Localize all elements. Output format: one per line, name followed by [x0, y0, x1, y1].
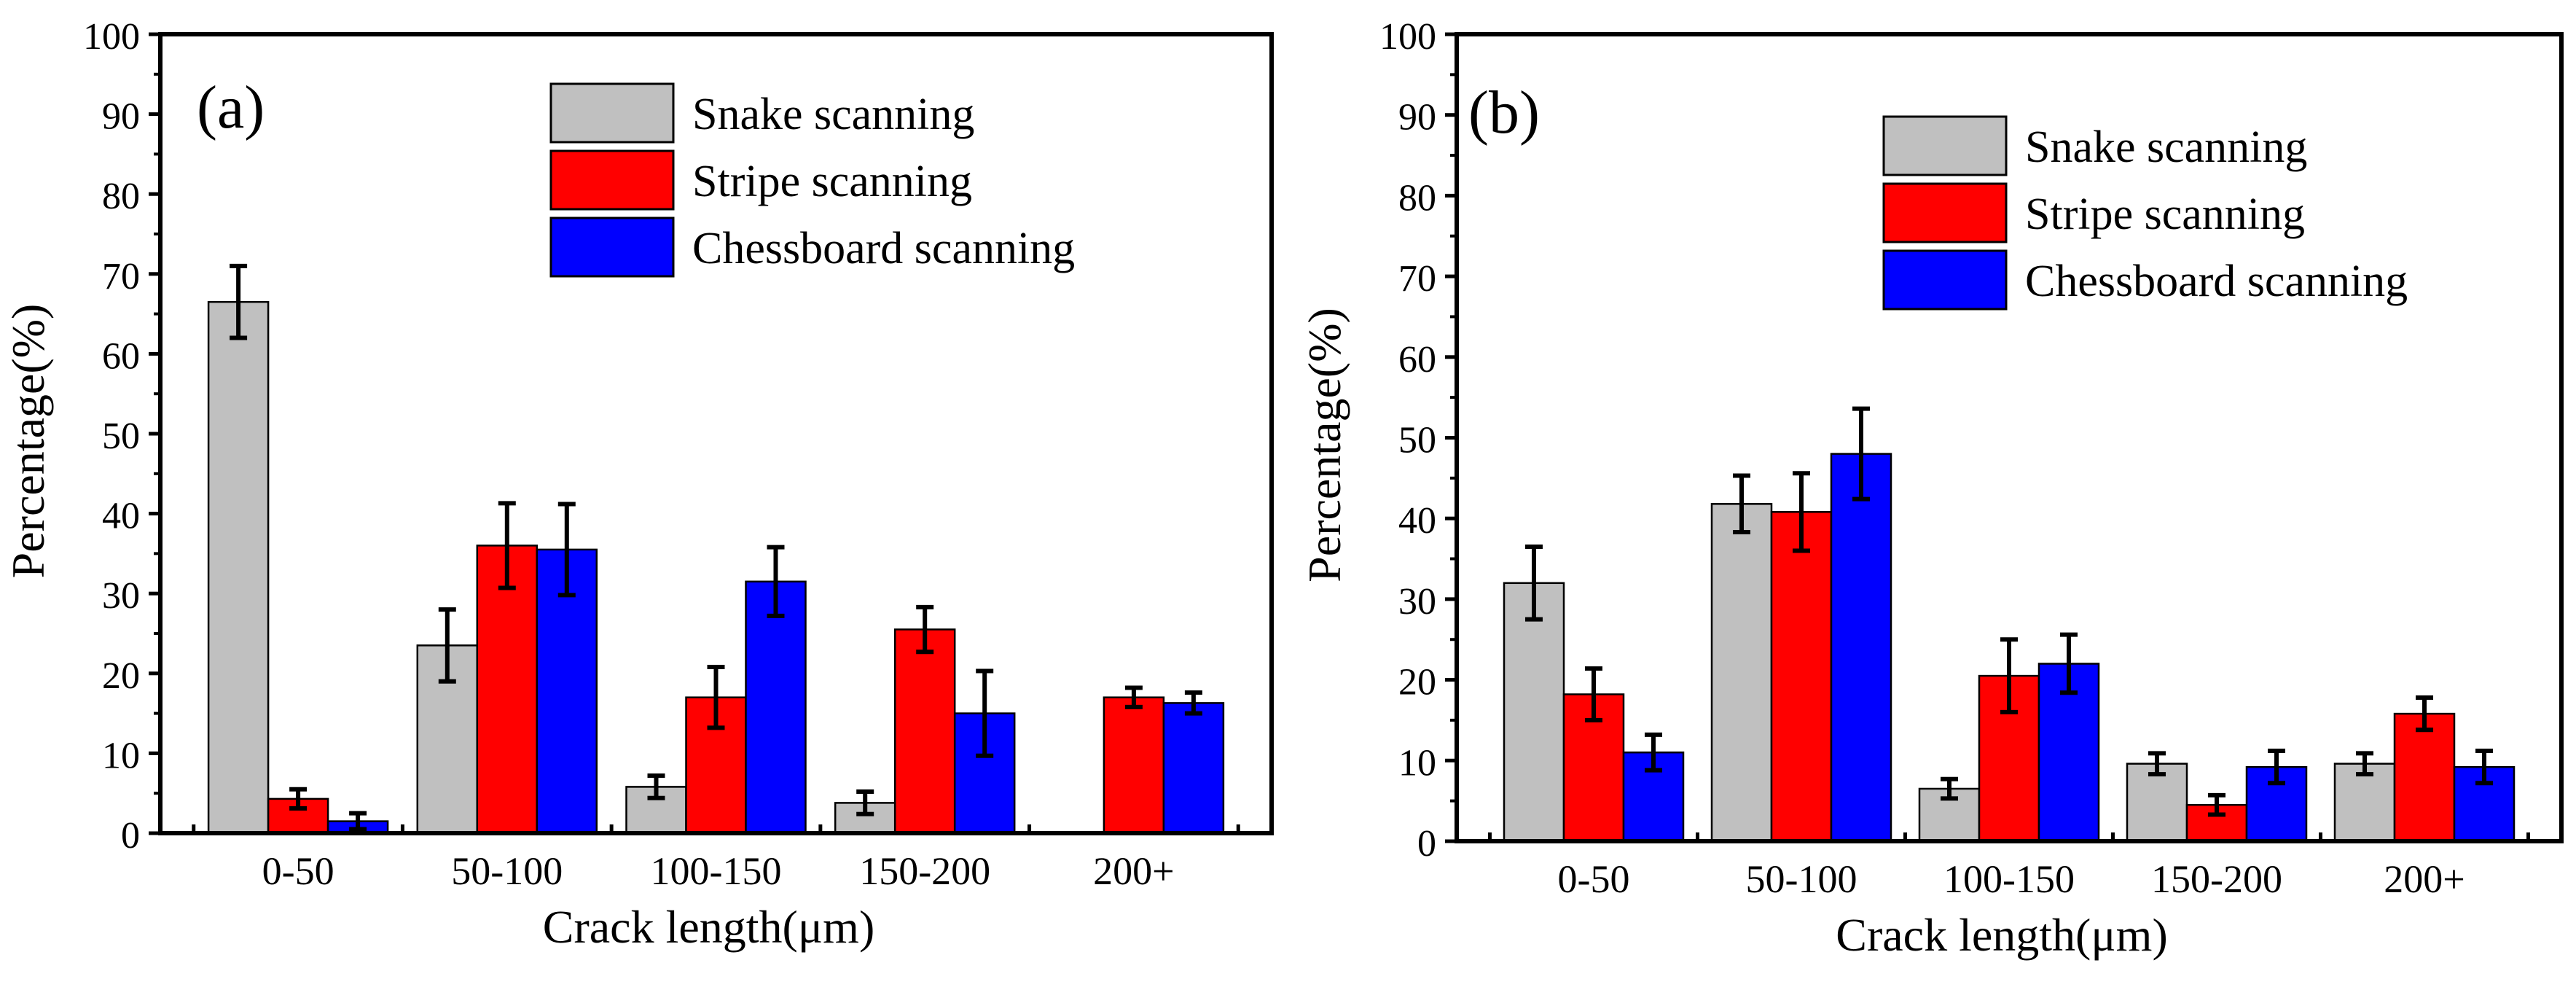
panel-label: (b)	[1468, 79, 1540, 147]
legend-swatch	[549, 149, 675, 211]
x-axis-title: Crack length(μm)	[543, 901, 875, 953]
y-tick-label: 10	[102, 735, 140, 776]
bar	[2393, 712, 2456, 843]
bar	[953, 712, 1016, 835]
bar	[1103, 696, 1165, 835]
y-tick-label: 80	[102, 176, 140, 217]
bar	[1978, 674, 2040, 843]
x-tick-label: 0-50	[1557, 857, 1629, 901]
legend-swatch	[1882, 182, 2008, 243]
legend-swatch	[549, 82, 675, 144]
y-tick-label: 10	[1398, 742, 1436, 784]
legend-label: Stripe scanning	[692, 157, 972, 206]
y-tick-label: 40	[1398, 500, 1436, 542]
bar	[207, 300, 270, 835]
legend-label: Snake scanning	[692, 90, 974, 139]
legend-swatch	[1882, 249, 2008, 311]
bar	[1162, 702, 1225, 835]
y-axis-title: Percentage(%)	[2, 304, 54, 579]
y-tick-label: 100	[83, 16, 140, 58]
bar	[745, 580, 807, 835]
y-tick-label: 0	[121, 815, 140, 857]
x-axis-title: Crack length(μm)	[1836, 909, 2168, 961]
legend-label: Stripe scanning	[2025, 190, 2305, 239]
y-tick-label: 0	[1417, 823, 1436, 865]
y-tick-label: 90	[1398, 97, 1436, 139]
y-tick-label: 50	[102, 416, 140, 457]
x-tick-label: 200+	[2384, 857, 2465, 901]
x-tick-label: 100-150	[1943, 857, 2075, 901]
y-tick-label: 20	[1398, 662, 1436, 703]
y-tick-label: 100	[1379, 16, 1436, 58]
y-tick-label: 70	[1398, 258, 1436, 300]
legend-label: Snake scanning	[2025, 122, 2307, 172]
bar	[893, 628, 956, 835]
bar	[1830, 453, 1892, 843]
legend-label: Chessboard scanning	[2025, 257, 2408, 306]
bar	[1770, 511, 1833, 843]
y-axis-title: Percentage(%)	[1299, 308, 1350, 582]
chart-panel-b: 0 10 20 30 40 50 60 70 80 90 100 0-50 50-100 100-150 1…	[1299, 16, 2564, 961]
legend-swatch	[1882, 115, 2008, 176]
y-tick-label: 30	[1398, 581, 1436, 623]
bar	[2126, 762, 2188, 843]
y-tick-label: 60	[1398, 339, 1436, 381]
y-tick-label: 90	[102, 96, 140, 138]
x-tick-label: 50-100	[451, 849, 563, 893]
y-tick-label: 80	[1398, 177, 1436, 219]
bar	[1710, 503, 1773, 843]
bar	[1503, 582, 1565, 843]
legend-label: Chessboard scanning	[692, 224, 1075, 273]
y-tick-label: 70	[102, 256, 140, 297]
y-tick-label: 50	[1398, 420, 1436, 461]
panel-label: (a)	[197, 74, 265, 141]
legend-swatch	[549, 216, 675, 278]
x-tick-label: 150-200	[2151, 857, 2282, 901]
y-tick-label: 60	[102, 335, 140, 377]
x-tick-label: 100-150	[651, 849, 782, 893]
x-tick-label: 150-200	[859, 849, 990, 893]
x-tick-label: 50-100	[1745, 857, 1857, 901]
chart-panel-a: 0 10 20 30 40 50 60 70 80 90 100 0-50 50-100 100-150 1…	[2, 16, 1274, 953]
x-tick-label: 0-50	[262, 849, 334, 893]
y-tick-label: 40	[102, 496, 140, 537]
y-tick-label: 30	[102, 575, 140, 617]
y-tick-label: 20	[102, 655, 140, 697]
x-tick-label: 200+	[1093, 849, 1174, 893]
